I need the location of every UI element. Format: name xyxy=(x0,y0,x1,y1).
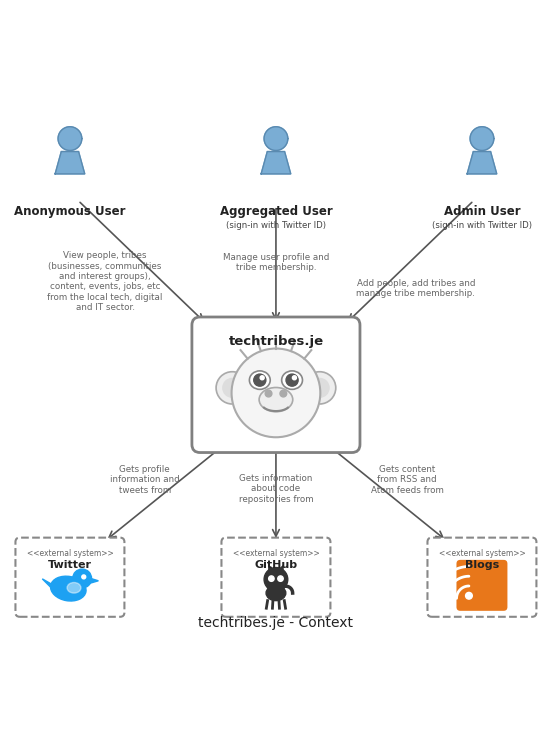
Circle shape xyxy=(304,371,336,404)
FancyBboxPatch shape xyxy=(222,538,330,617)
Circle shape xyxy=(254,374,266,386)
Text: (sign-in with Twitter ID): (sign-in with Twitter ID) xyxy=(432,221,532,230)
Polygon shape xyxy=(90,578,98,584)
FancyBboxPatch shape xyxy=(15,538,124,617)
Polygon shape xyxy=(55,152,85,174)
Circle shape xyxy=(278,576,283,581)
Ellipse shape xyxy=(67,582,81,593)
Text: GitHub: GitHub xyxy=(254,560,298,570)
Text: Blogs: Blogs xyxy=(465,560,499,570)
Text: techtribes.je - Context: techtribes.je - Context xyxy=(199,616,353,630)
Text: Gets information
about code
repositories from: Gets information about code repositories… xyxy=(238,474,313,504)
Text: <<external system>>: <<external system>> xyxy=(232,549,319,558)
Text: View people, tribes
(businesses, communities
and interest groups),
content, even: View people, tribes (businesses, communi… xyxy=(48,251,163,312)
Ellipse shape xyxy=(266,585,286,601)
Ellipse shape xyxy=(259,388,293,412)
Text: Twitter: Twitter xyxy=(48,560,92,570)
Polygon shape xyxy=(264,127,288,150)
Text: Admin User: Admin User xyxy=(444,205,520,217)
Text: <<external system>>: <<external system>> xyxy=(27,549,113,558)
Text: Manage user profile and
tribe membership.: Manage user profile and tribe membership… xyxy=(223,253,329,273)
Polygon shape xyxy=(467,152,497,174)
Polygon shape xyxy=(278,566,283,573)
Circle shape xyxy=(310,378,329,397)
Circle shape xyxy=(280,390,287,397)
Circle shape xyxy=(265,390,272,397)
FancyBboxPatch shape xyxy=(427,538,537,617)
Text: techtribes.je: techtribes.je xyxy=(229,335,323,348)
Text: <<external system>>: <<external system>> xyxy=(439,549,525,558)
FancyBboxPatch shape xyxy=(456,560,508,611)
Polygon shape xyxy=(470,127,494,150)
Circle shape xyxy=(82,575,86,579)
Polygon shape xyxy=(42,579,56,593)
Circle shape xyxy=(216,371,248,404)
Circle shape xyxy=(231,349,321,437)
Circle shape xyxy=(223,378,242,397)
Circle shape xyxy=(293,376,296,380)
Text: Add people, add tribes and
manage tribe membership.: Add people, add tribes and manage tribe … xyxy=(356,279,475,298)
Ellipse shape xyxy=(50,576,86,601)
Polygon shape xyxy=(58,127,82,150)
Text: (sign-in with Twitter ID): (sign-in with Twitter ID) xyxy=(226,221,326,230)
Circle shape xyxy=(269,576,274,581)
Circle shape xyxy=(465,593,472,599)
Text: Gets profile
information and
tweets from: Gets profile information and tweets from xyxy=(110,465,179,495)
Ellipse shape xyxy=(282,371,302,389)
Text: Gets content
from RSS and
Atom feeds from: Gets content from RSS and Atom feeds fro… xyxy=(371,465,444,495)
Circle shape xyxy=(286,374,298,386)
Ellipse shape xyxy=(249,371,270,389)
FancyBboxPatch shape xyxy=(192,317,360,453)
Circle shape xyxy=(260,376,264,380)
Polygon shape xyxy=(269,566,274,573)
Text: Anonymous User: Anonymous User xyxy=(14,205,126,217)
Text: Aggregated User: Aggregated User xyxy=(219,205,333,217)
Circle shape xyxy=(73,569,91,588)
Circle shape xyxy=(264,567,288,591)
Polygon shape xyxy=(261,152,291,174)
